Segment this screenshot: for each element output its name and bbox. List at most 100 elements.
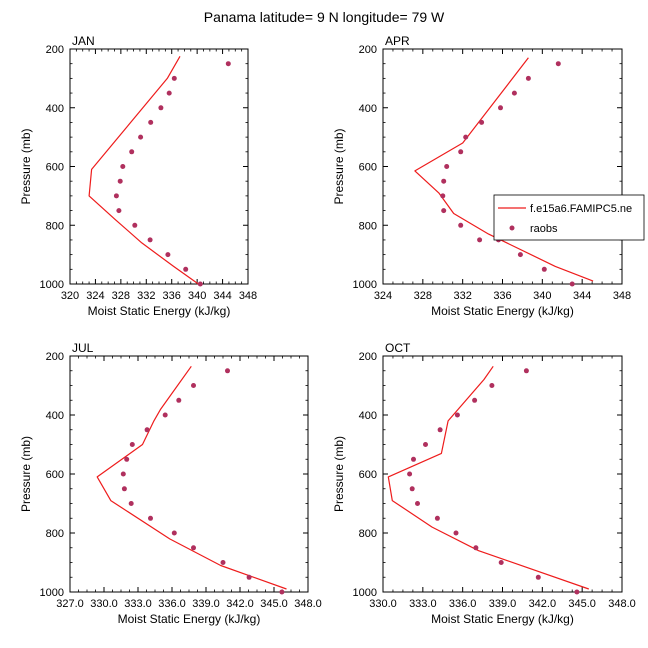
y-axis-label: Pressure (mb) [19,436,33,512]
raobs-point [415,501,420,506]
x-tick-label: 344 [573,290,591,302]
y-tick-label: 600 [46,469,64,481]
raobs-point [517,252,523,258]
y-axis-label: Pressure (mb) [332,128,346,204]
x-tick-label: 332 [137,290,155,302]
x-tick-label: 348.0 [294,598,322,610]
x-tick-label: 348 [613,290,631,302]
y-tick-label: 800 [359,220,377,232]
raobs-point [197,281,203,287]
raobs-point [129,149,135,155]
raobs-point [132,222,138,228]
x-axis-label: Moist Static Energy (kJ/kg) [431,612,574,626]
model-profile-line [414,57,594,282]
raobs-point [434,515,440,521]
raobs-point [225,368,230,374]
y-tick-label: 400 [359,103,377,115]
y-tick-label: 200 [46,351,64,363]
x-tick-label: 328 [112,290,130,302]
x-tick-label: 336.0 [449,598,477,610]
raobs-point [171,75,177,81]
plot-frame [69,48,249,285]
raobs-point [409,486,415,492]
x-tick-label: 344 [213,290,231,302]
raobs-point [279,589,285,595]
x-tick-label: 348 [239,290,257,302]
raobs-point [176,397,182,403]
x-axis-label: Moist Static Energy (kJ/kg) [431,304,574,318]
panel-label: JUL [72,341,94,355]
panel-apr: APR 324 328 332 336 340 344 348 200 400 600 800 1000… [332,34,631,318]
raobs-point [523,368,529,374]
raobs-point [165,252,171,258]
x-tick-label: 336 [163,290,181,302]
legend-box [493,194,645,241]
x-tick-label: 332 [453,290,471,302]
y-tick-label: 400 [46,103,64,115]
x-axis-label: Moist Static Energy (kJ/kg) [88,304,231,318]
x-tick-label: 345.0 [260,598,288,610]
raobs-point [535,574,541,580]
raobs-point [473,545,479,551]
raobs-point [453,530,459,536]
plot-frame [382,355,623,593]
raobs-point [458,222,464,228]
raobs-point [225,61,231,67]
raobs-point [437,427,443,433]
x-tick-label: 342.0 [529,598,557,610]
raobs-point [113,193,119,199]
x-tick-label: 330.0 [90,598,118,610]
x-tick-label: 342.0 [226,598,254,610]
y-tick-label: 800 [46,528,64,540]
panel-label: APR [385,34,410,48]
plot-frame [382,48,623,285]
raobs-point [220,560,226,565]
x-tick-label: 330.0 [369,598,397,610]
x-tick-label: 340 [188,290,206,302]
raobs-point [191,383,196,388]
raobs-point [124,456,130,462]
panel-jul: JUL 327.0 330.0 333.0 336.0 339.0 342.0 345.0 34… [19,341,322,626]
raobs-point [458,149,464,155]
legend-raobs-label: raobs [530,223,558,235]
raobs-point [477,237,483,243]
y-tick-label: 800 [46,220,64,232]
raobs-point [511,90,517,96]
legend-raobs-marker-sample [509,225,515,231]
model-profile-line [96,365,287,590]
raobs-point [498,560,504,565]
raobs-point [423,442,428,447]
raobs-point [138,134,144,140]
panel-label: OCT [385,341,411,355]
y-tick-label: 400 [46,410,64,422]
raobs-point [162,412,168,418]
y-axis-label: Pressure (mb) [19,128,33,204]
y-tick-label: 1000 [353,279,377,291]
y-tick-label: 200 [359,351,377,363]
x-tick-label: 320 [61,290,79,302]
raobs-point [574,589,580,595]
figure-title: Panama latitude= 9 N longitude= 79 W [204,9,445,25]
raobs-point [120,471,126,477]
x-tick-label: 336.0 [158,598,186,610]
raobs-point [148,515,153,521]
raobs-point [166,90,172,96]
raobs-point [525,75,531,81]
raobs-point [440,193,446,199]
raobs-point [441,178,447,184]
y-tick-label: 200 [46,44,64,56]
raobs-point [463,134,469,140]
x-tick-label: 340 [533,290,551,302]
model-profile-line [88,56,199,285]
raobs-point [441,208,447,214]
raobs-point [171,530,177,536]
x-tick-label: 333.0 [409,598,437,610]
raobs-point [147,237,153,243]
raobs-point [121,486,127,492]
x-tick-label: 336 [493,290,511,302]
raobs-point [116,208,122,214]
panels: JAN 320 324 328 332 336 340 344 348 200 400 600 800 1… [19,34,636,626]
y-tick-label: 1000 [40,587,64,599]
raobs-point [144,427,150,433]
y-tick-label: 800 [359,528,377,540]
